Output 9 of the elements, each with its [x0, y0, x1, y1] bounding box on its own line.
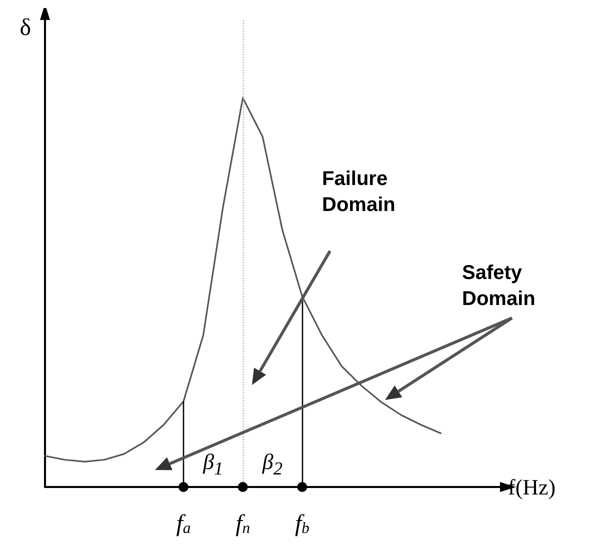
annotation: β$_{2}$	[261, 449, 284, 480]
x-tick-label: fn	[236, 510, 250, 538]
annotation: Safety Domain	[462, 261, 536, 312]
annotation: Failure Domain	[322, 167, 396, 218]
y-axis-title: δ	[20, 15, 31, 41]
x-tick-label: fb	[294, 510, 310, 538]
x-axis-title: f(Hz)	[508, 474, 556, 500]
x-tick-label: fa	[176, 510, 191, 538]
annotation: β$_{1}$	[202, 449, 224, 480]
